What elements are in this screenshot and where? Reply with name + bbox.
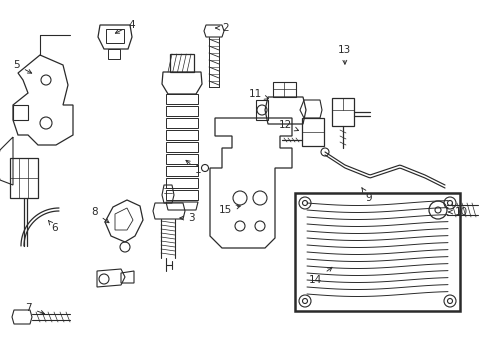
Text: 3: 3 xyxy=(180,213,194,223)
Text: 9: 9 xyxy=(361,188,371,203)
Text: 6: 6 xyxy=(48,221,58,233)
Text: 5: 5 xyxy=(13,60,32,73)
Text: 11: 11 xyxy=(248,89,268,99)
Text: 13: 13 xyxy=(337,45,350,64)
Text: 2: 2 xyxy=(215,23,228,33)
Text: 10: 10 xyxy=(448,207,467,217)
Text: 8: 8 xyxy=(91,207,109,223)
Text: 12: 12 xyxy=(278,120,298,131)
Text: 14: 14 xyxy=(308,267,331,285)
Text: 7: 7 xyxy=(25,303,44,314)
Text: 15: 15 xyxy=(218,205,240,215)
Text: 4: 4 xyxy=(115,20,134,33)
Text: 1: 1 xyxy=(185,160,201,175)
